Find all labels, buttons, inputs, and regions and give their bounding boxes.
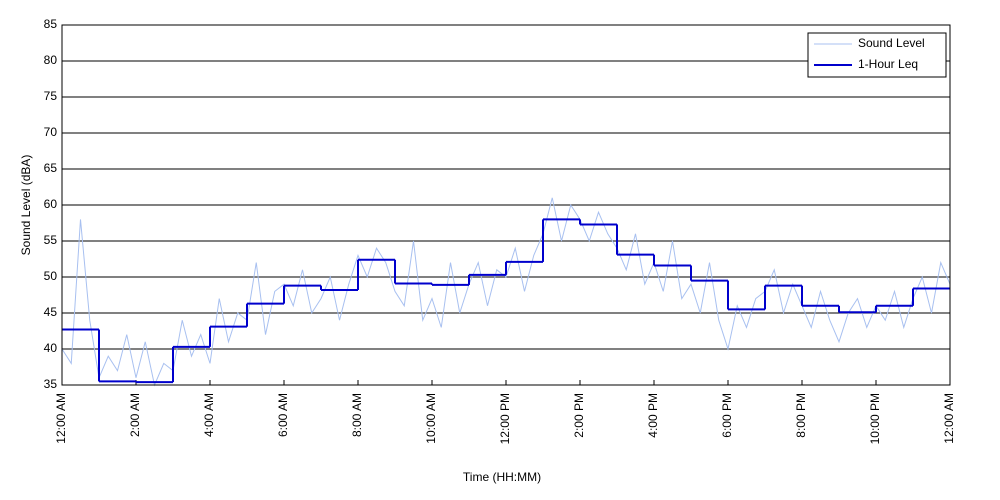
x-tick-label: 6:00 AM bbox=[276, 393, 290, 437]
x-tick-label: 10:00 PM bbox=[868, 393, 882, 444]
x-tick-label: 8:00 AM bbox=[350, 393, 364, 437]
x-tick-label: 10:00 AM bbox=[424, 393, 438, 444]
y-tick-label: 55 bbox=[44, 233, 58, 247]
x-tick-label: 8:00 PM bbox=[794, 393, 808, 438]
legend-box bbox=[807, 32, 947, 78]
y-axis-label: Sound Level (dBA) bbox=[19, 155, 33, 256]
x-tick-label: 12:00 AM bbox=[942, 393, 956, 444]
plot-frame bbox=[61, 24, 951, 386]
y-tick-label: 40 bbox=[44, 341, 58, 355]
y-tick-label: 50 bbox=[44, 269, 58, 283]
x-tick-label: 4:00 AM bbox=[202, 393, 216, 437]
x-tick-label: 2:00 PM bbox=[572, 393, 586, 438]
x-axis-label: Time (HH:MM) bbox=[463, 470, 541, 484]
y-tick-label: 70 bbox=[44, 125, 58, 139]
y-tick-label: 75 bbox=[44, 89, 58, 103]
x-tick-label: 2:00 AM bbox=[128, 393, 142, 437]
x-tick-label: 12:00 PM bbox=[498, 393, 512, 444]
y-tick-label: 60 bbox=[44, 197, 58, 211]
y-tick-label: 65 bbox=[44, 161, 58, 175]
x-tick-label: 6:00 PM bbox=[720, 393, 734, 438]
y-tick-label: 85 bbox=[44, 17, 58, 31]
legend-label: Sound Level bbox=[858, 36, 925, 50]
y-tick-label: 80 bbox=[44, 53, 58, 67]
legend-label: 1-Hour Leq bbox=[858, 57, 918, 71]
x-tick-label: 4:00 PM bbox=[646, 393, 660, 438]
y-tick-label: 35 bbox=[44, 377, 58, 391]
y-tick-label: 45 bbox=[44, 305, 58, 319]
x-tick-label: 12:00 AM bbox=[54, 393, 68, 444]
